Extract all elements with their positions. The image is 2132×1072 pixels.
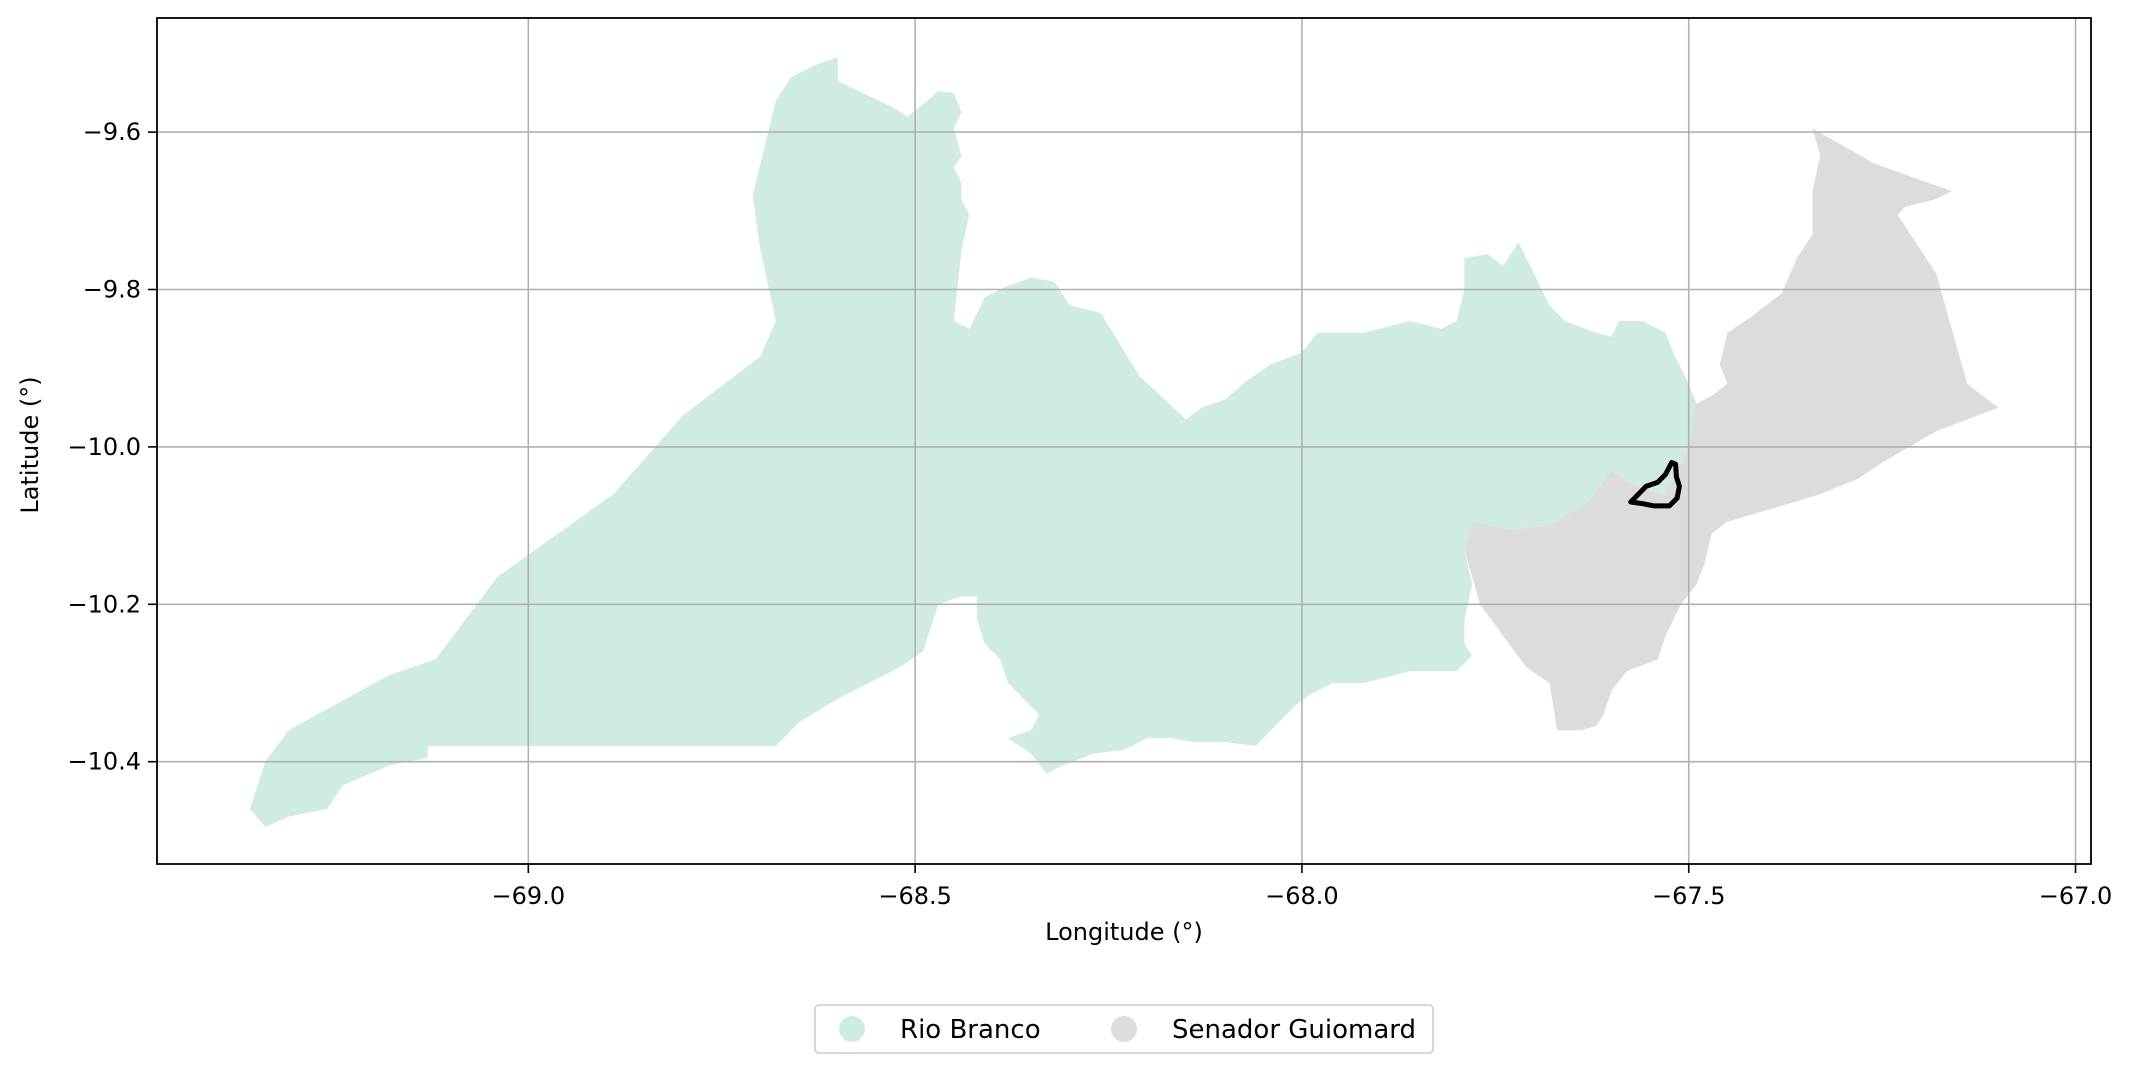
x-tick-label: −67.5 xyxy=(1652,882,1726,910)
y-tick-label: −9.6 xyxy=(83,118,141,146)
y-tick-label: −9.8 xyxy=(83,276,141,304)
plot-area xyxy=(156,17,2092,865)
y-axis-label: Latitude (°) xyxy=(16,376,44,513)
axes-frame xyxy=(156,17,2092,865)
legend-marker-rio-branco xyxy=(839,1016,865,1042)
x-tick-label: −67.0 xyxy=(2039,882,2113,910)
x-tick-label: −69.0 xyxy=(492,882,566,910)
ticks-layer: −69.0 −68.5 −68.0 −67.5 −67.0 −9.6 −9.8 −10.0 −1… xyxy=(67,118,2112,910)
regions-layer xyxy=(249,57,1999,828)
legend-label-rio-branco: Rio Branco xyxy=(900,1015,1041,1045)
region-rio-branco xyxy=(249,57,1697,828)
legend-marker-senador-guiomard xyxy=(1111,1016,1137,1042)
legend: Rio Branco Senador Guiomard xyxy=(814,1004,1434,1054)
y-tick-label: −10.2 xyxy=(67,590,141,618)
x-tick-label: −68.0 xyxy=(1265,882,1339,910)
highlight-layer xyxy=(1628,460,1682,509)
region-senador-guiomard xyxy=(1464,128,1999,731)
highlighted-area-outline xyxy=(1628,460,1682,509)
x-axis-label: Longitude (°) xyxy=(1045,918,1203,946)
legend-label-senador-guiomard: Senador Guiomard xyxy=(1172,1015,1416,1045)
y-tick-label: −10.0 xyxy=(67,433,141,461)
grid-layer xyxy=(157,18,2091,864)
x-tick-label: −68.5 xyxy=(878,882,952,910)
y-tick-label: −10.4 xyxy=(67,748,141,776)
